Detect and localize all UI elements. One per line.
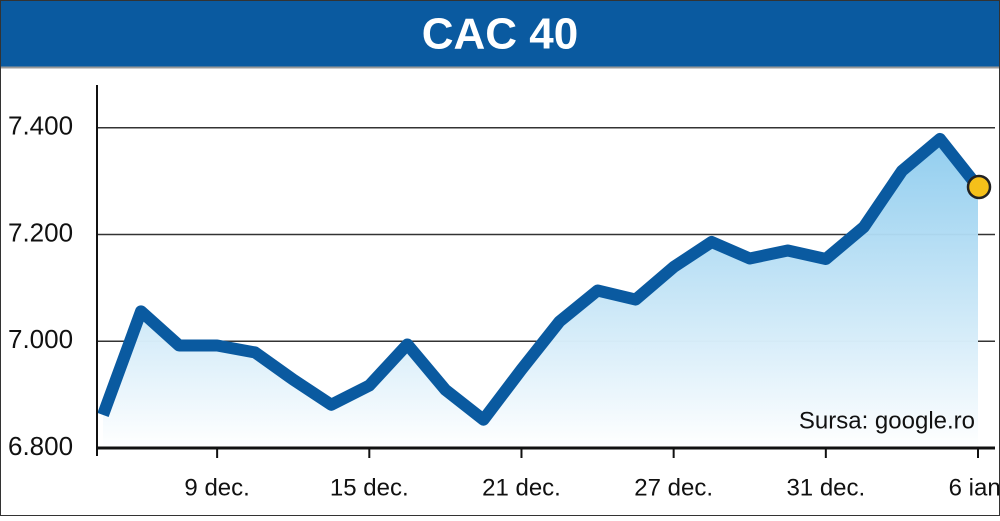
plot-area: 6.800 7.000 7.200 7.400 9 dec. 15 dec. 21 dec.… (8, 85, 1000, 501)
x-tick-label: 15 dec. (330, 474, 409, 501)
x-tick-label: 21 dec. (482, 474, 561, 501)
source-note: Sursa: google.ro (799, 407, 975, 434)
y-tick-label: 6.800 (8, 431, 73, 461)
x-tick-label: 31 dec. (786, 474, 865, 501)
y-tick-label: 7.000 (8, 324, 73, 354)
line (97, 132, 983, 426)
title-bar (1, 1, 999, 67)
y-tick-label: 7.200 (8, 217, 73, 247)
y-tick-label: 7.400 (8, 111, 73, 141)
chart-title: CAC 40 (422, 10, 579, 59)
area (103, 138, 978, 448)
last-value-marker (966, 174, 992, 200)
x-tick-label: 6 ian. (949, 474, 1000, 501)
x-tick-label: 9 dec. (184, 474, 249, 501)
x-tick-label: 27 dec. (634, 474, 713, 501)
